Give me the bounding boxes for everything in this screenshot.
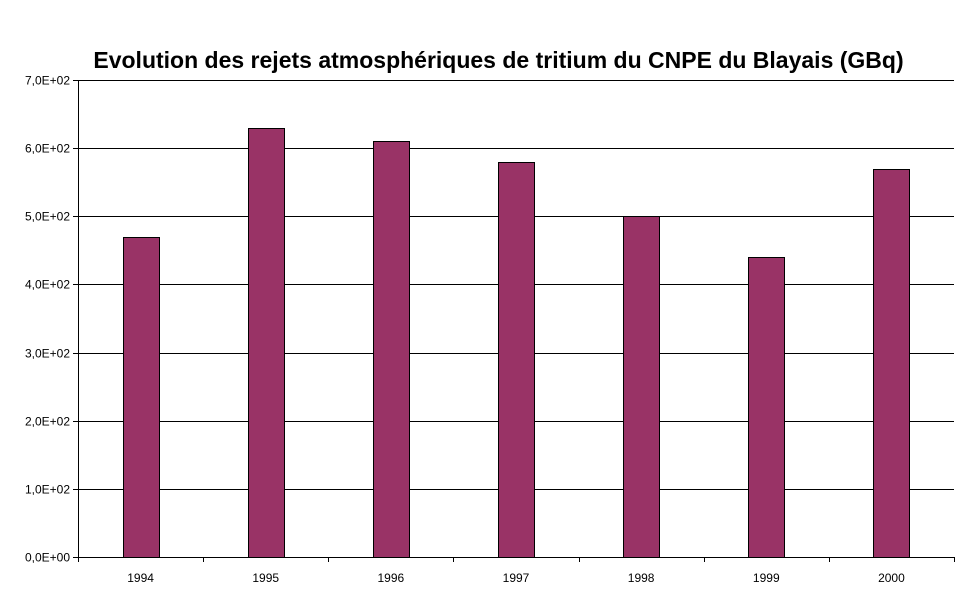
- bar-1994: [123, 237, 160, 558]
- y-tick-label: 4,0E+02: [25, 278, 70, 292]
- y-tick-label: 0,0E+00: [25, 551, 70, 565]
- chart-title-text: Evolution des rejets atmosphériques de t…: [93, 47, 904, 73]
- bar-1995: [248, 128, 285, 558]
- y-tick-label: 1,0E+02: [25, 483, 70, 497]
- x-tick-label: 1995: [252, 571, 279, 585]
- x-tick-label: 1999: [753, 571, 780, 585]
- bar-1999: [748, 257, 785, 558]
- bar-2000: [873, 169, 910, 558]
- axes: [73, 80, 955, 562]
- y-tick-label: 2,0E+02: [25, 415, 70, 429]
- bar-1997: [498, 162, 535, 558]
- x-tick-label: 1998: [628, 571, 655, 585]
- bars: [123, 128, 910, 558]
- x-tick-label: 1997: [503, 571, 530, 585]
- y-tick-label: 7,0E+02: [25, 74, 70, 88]
- tick-labels: 0,0E+00 1,0E+02 2,0E+02 3,0E+02 4,0E+02 5,0E+…: [25, 74, 905, 586]
- x-tick-label: 1996: [378, 571, 405, 585]
- y-tick-label: 6,0E+02: [25, 142, 70, 156]
- bar-1996: [373, 141, 410, 558]
- y-tick-label: 3,0E+02: [25, 347, 70, 361]
- chart-title: Evolution des rejets atmosphériques de t…: [0, 14, 969, 76]
- bar-1998: [623, 216, 660, 558]
- x-tick-label: 1994: [127, 571, 154, 585]
- x-tick-label: 2000: [878, 571, 905, 585]
- y-tick-label: 5,0E+02: [25, 210, 70, 224]
